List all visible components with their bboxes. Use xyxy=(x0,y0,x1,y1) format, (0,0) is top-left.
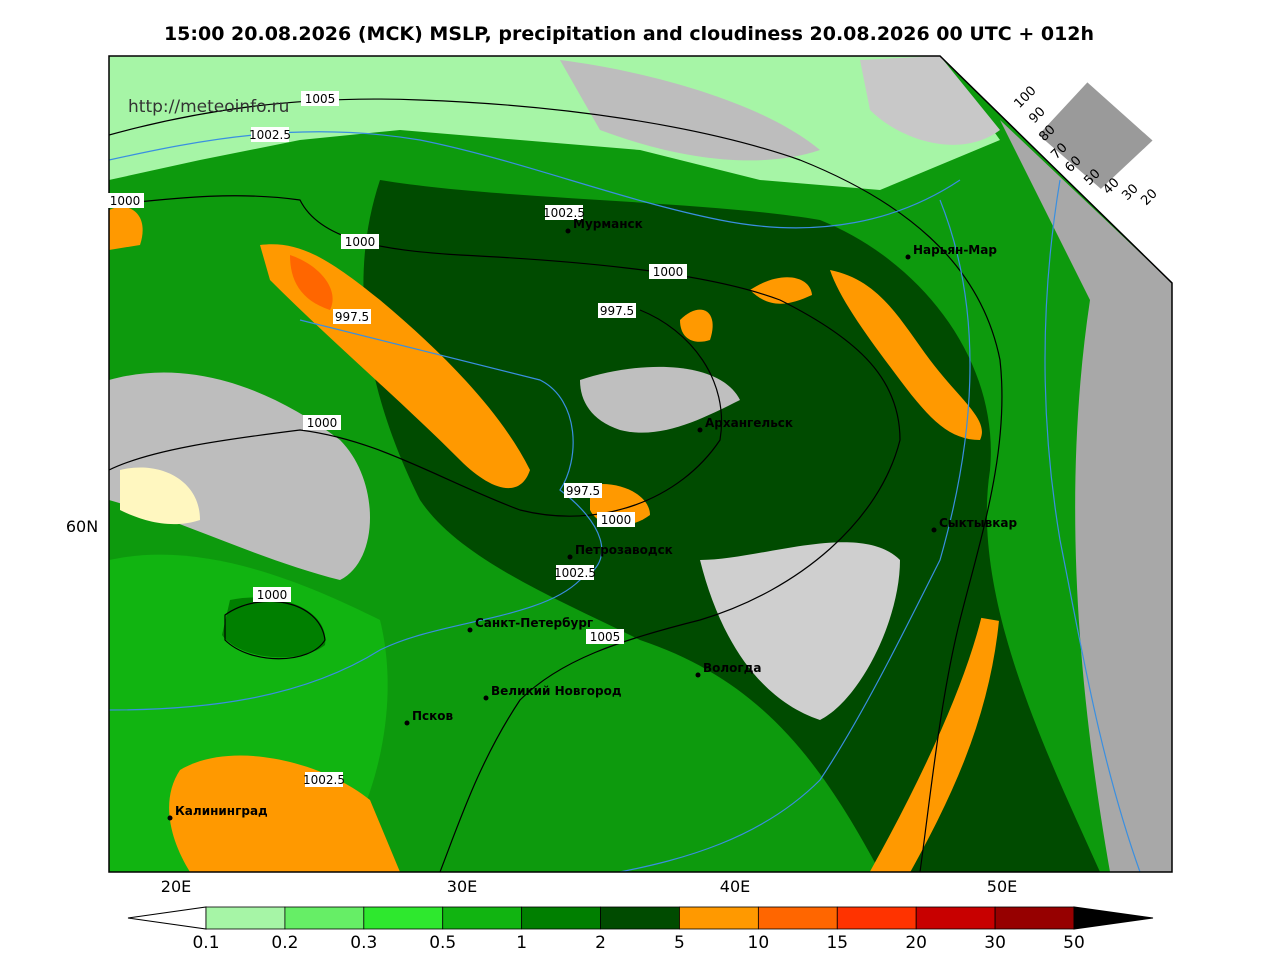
isobar-label-bg xyxy=(251,127,289,142)
legend-label: 10 xyxy=(748,933,770,953)
city-dot xyxy=(567,554,573,560)
legend-bin xyxy=(363,906,444,930)
legend-label: 15 xyxy=(826,933,848,953)
legend-bin xyxy=(679,906,759,930)
map-field xyxy=(109,56,1172,872)
isobar-label-bg xyxy=(333,309,371,324)
lat-label: 60N xyxy=(66,517,98,536)
isobar-label-bg xyxy=(341,234,379,249)
city-name: Мурманск xyxy=(573,217,643,231)
isobar-label: 1002.5 xyxy=(543,206,585,220)
cloud-wedge xyxy=(1038,82,1153,189)
city-name: Сыктывкар xyxy=(939,516,1017,530)
isobar-label-bg xyxy=(303,415,341,430)
source-url: http://meteoinfo.ru xyxy=(128,97,289,117)
lon-label: 40E xyxy=(720,877,750,896)
legend-under xyxy=(127,906,207,930)
isobar-label-bg xyxy=(564,483,602,498)
legend-bin xyxy=(757,906,838,930)
isobar-label-bg xyxy=(598,303,636,318)
city-dot xyxy=(467,627,473,633)
isobar-label-bg xyxy=(305,772,343,787)
city-dot xyxy=(167,815,173,821)
isobar-label-bg xyxy=(586,629,624,644)
isobar-label-bg xyxy=(106,193,144,208)
legend-label: 0.3 xyxy=(350,933,377,953)
city-name: Санкт-Петербург xyxy=(475,616,593,630)
city-dot xyxy=(697,427,703,433)
isobar-label: 1000 xyxy=(345,235,376,249)
legend-bin xyxy=(205,906,286,930)
legend-over xyxy=(1073,906,1154,930)
isobar-label: 1002.5 xyxy=(554,566,596,580)
cloud-scale-label: 20 xyxy=(1138,186,1160,208)
precip-legend: 0.1 0.2 0.3 0.5 1 2 5 10 15 20 30 50 xyxy=(127,906,1154,953)
lon-label: 20E xyxy=(161,877,191,896)
isobar-label-bg xyxy=(556,565,594,580)
city-dot xyxy=(931,527,937,533)
city-dot xyxy=(404,720,410,726)
legend-bin xyxy=(521,906,601,930)
city-name: Вологда xyxy=(703,661,761,675)
isobar-label: 1000 xyxy=(601,513,632,527)
city-dot xyxy=(905,254,911,260)
city-dot xyxy=(695,672,701,678)
legend-label: 30 xyxy=(984,933,1006,953)
city-name: Калининград xyxy=(175,804,268,818)
legend-label: 5 xyxy=(674,933,685,953)
isobar-label-bg xyxy=(301,91,339,106)
isobar-label: 1002.5 xyxy=(303,773,345,787)
city-name: Псков xyxy=(412,709,454,723)
lon-label: 30E xyxy=(447,877,477,896)
city-dot xyxy=(483,695,489,701)
legend-label: 1 xyxy=(516,933,527,953)
city-name: Великий Новгород xyxy=(491,684,622,698)
legend-label: 0.5 xyxy=(429,933,456,953)
city-labels: Мурманск Нарьян-Мар Архангельск Сыктывкар Пе… xyxy=(167,217,1017,821)
city-name: Нарьян-Мар xyxy=(913,243,997,257)
cloud-scale-label: 90 xyxy=(1026,104,1048,126)
isobar-label: 1000 xyxy=(307,416,338,430)
isobar-label: 1005 xyxy=(590,630,621,644)
isobar-label: 1000 xyxy=(110,194,141,208)
legend-label: 50 xyxy=(1063,933,1085,953)
city-dot xyxy=(565,228,571,234)
isobar-label-bg xyxy=(545,205,583,220)
legend-label: 0.1 xyxy=(192,933,219,953)
isobar-label: 997.5 xyxy=(566,484,600,498)
legend-bin xyxy=(915,906,996,930)
cloud-scale-label: 30 xyxy=(1119,181,1141,203)
isobar-label: 1000 xyxy=(257,588,288,602)
isobar-label: 997.5 xyxy=(335,310,369,324)
legend-bin xyxy=(994,906,1075,930)
legend-bin xyxy=(284,906,365,930)
isobar-labels: 1005 1002.5 1000 1002.5 1000 1000 997.5 997.5 10… xyxy=(106,91,687,787)
lon-label: 50E xyxy=(987,877,1017,896)
legend-bin xyxy=(442,906,523,930)
legend-label: 2 xyxy=(595,933,606,953)
isobar-label: 997.5 xyxy=(600,304,634,318)
city-name: Петрозаводск xyxy=(575,543,673,557)
isobar-label: 1002.5 xyxy=(249,128,291,142)
isobar-label: 1005 xyxy=(305,92,336,106)
legend-label: 0.2 xyxy=(271,933,298,953)
legend-bin xyxy=(836,906,917,930)
axis-labels: 60N 20E 30E 40E 50E xyxy=(66,517,1017,896)
city-name: Архангельск xyxy=(705,416,793,430)
legend-bin xyxy=(600,906,680,930)
isobar-label-bg xyxy=(649,264,687,279)
map-title: 15:00 20.08.2026 (MCK) MSLP, precipitati… xyxy=(164,23,1094,45)
legend-label: 20 xyxy=(905,933,927,953)
map-frame xyxy=(108,55,1173,873)
isobar-label-bg xyxy=(597,512,635,527)
isobar-label: 1000 xyxy=(653,265,684,279)
isobar-label-bg xyxy=(253,587,291,602)
